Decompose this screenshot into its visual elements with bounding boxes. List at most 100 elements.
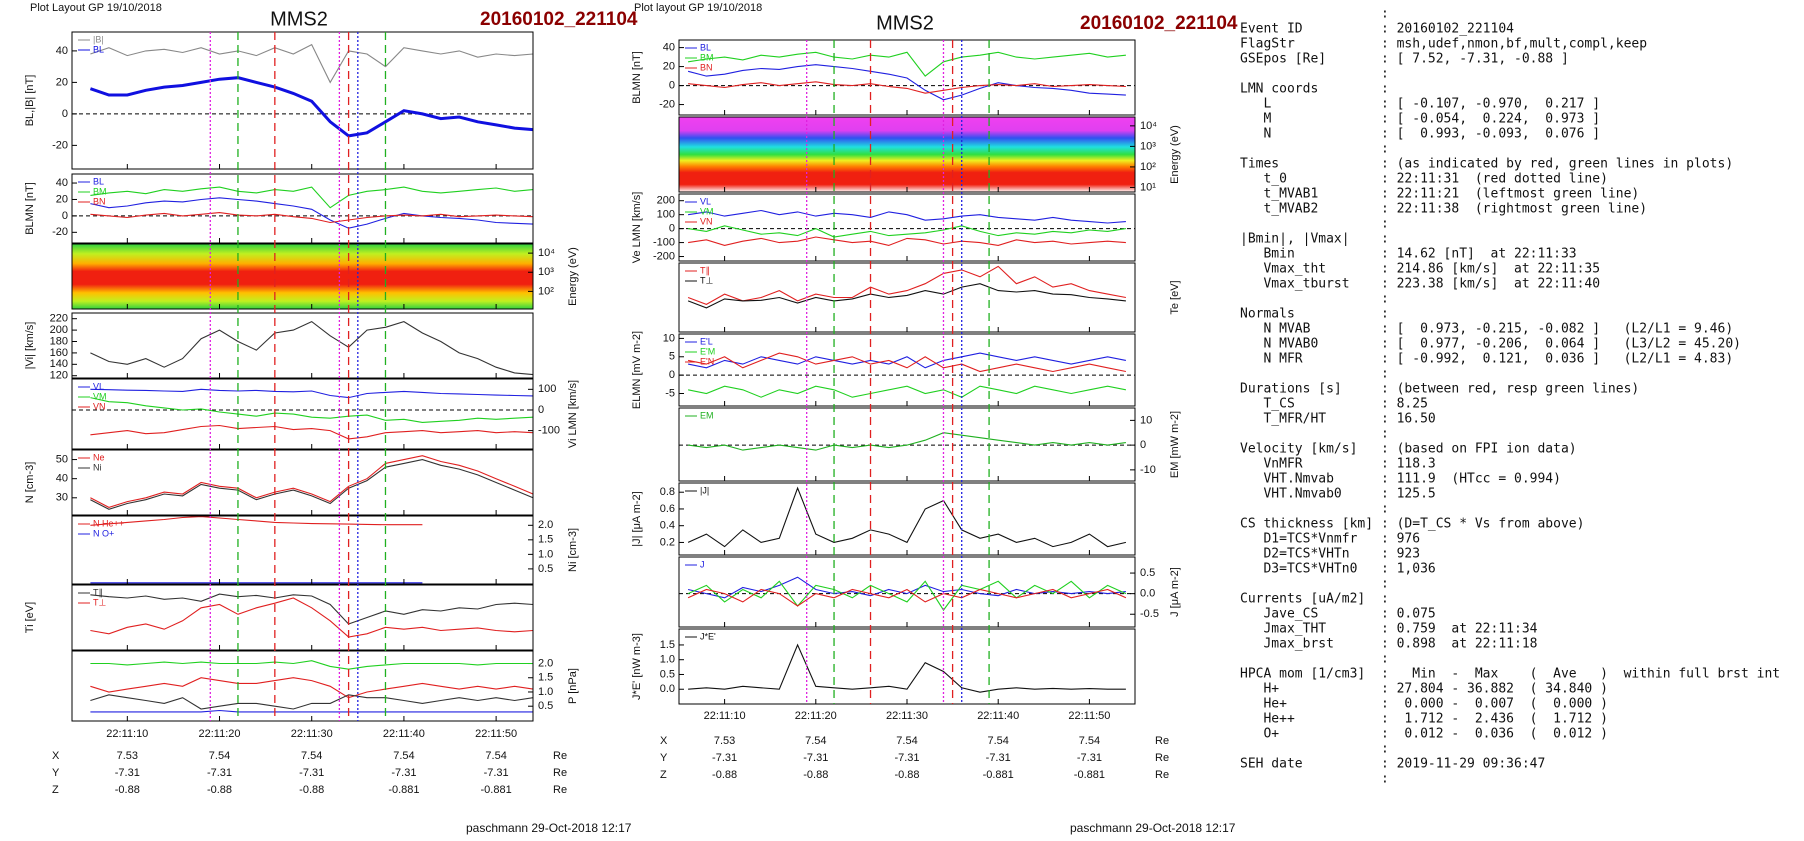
- legend-label: Ni: [93, 462, 102, 472]
- info-key: D2=TCS*VHTn: [1263, 547, 1349, 562]
- y-tick-label: 180: [50, 335, 68, 347]
- ephemeris-value: -7.31: [484, 767, 509, 779]
- info-key: Jmax_THT: [1263, 622, 1326, 637]
- y-tick-label: 0.8: [660, 486, 675, 498]
- y-axis-label: N [cm-3]: [24, 462, 36, 504]
- separator: :: [1381, 367, 1389, 382]
- info-key: N MVAB0: [1263, 337, 1318, 352]
- separator: :: [1381, 442, 1389, 457]
- data-line: [688, 236, 1126, 246]
- data-line: [90, 388, 534, 399]
- panel-frame: [71, 243, 534, 310]
- y-tick-label: 0: [1140, 439, 1146, 451]
- panel-frame: [71, 31, 534, 170]
- y-tick-label: 30: [56, 492, 68, 504]
- info-value: 223.38 [km/s] at 22:11:40: [1397, 277, 1601, 292]
- ephemeris-value: -0.88: [207, 784, 232, 796]
- panel-frame: [678, 39, 1136, 116]
- plot-title: MMS2: [270, 8, 328, 30]
- ephemeris-unit: Re: [1155, 735, 1169, 747]
- y-tick-label: 40: [56, 177, 68, 189]
- y-tick-label: 40: [56, 45, 68, 57]
- info-value: 22:11:21 (leftmost green line): [1397, 187, 1640, 202]
- info-value: 111.9 (HTcc = 0.994): [1397, 472, 1561, 487]
- y-tick-label: 10⁴: [538, 247, 555, 259]
- y-axis-label: Te [eV]: [1169, 280, 1181, 314]
- spectrogram: [679, 117, 1135, 192]
- info-value: [ 0.973, -0.215, -0.082 ] (L2/L1 = 9.46): [1397, 322, 1734, 337]
- info-key: VHT.Nmvab0: [1263, 487, 1341, 502]
- info-key: T_MFR/HT: [1263, 412, 1326, 427]
- y-tick-label: 100: [657, 209, 675, 221]
- info-key: Normals: [1240, 307, 1295, 322]
- info-key: LMN coords: [1240, 82, 1318, 97]
- data-line: [90, 593, 534, 625]
- separator: :: [1381, 472, 1389, 487]
- y-tick-label: -20: [52, 139, 68, 151]
- info-value: 0.012 - 0.036 ( 0.012 ): [1397, 727, 1608, 742]
- info-key: Vmax_tburst: [1263, 277, 1349, 292]
- ephemeris-value: -7.31: [803, 752, 828, 764]
- data-line: [90, 709, 533, 713]
- separator: :: [1381, 592, 1389, 607]
- data-line: [687, 265, 1127, 306]
- separator: :: [1381, 172, 1389, 187]
- ephemeris-value: 7.53: [117, 750, 138, 762]
- ephemeris-unit: Re: [1155, 769, 1169, 781]
- y-tick-label: -200: [653, 250, 675, 262]
- y-axis-label: BL,|B| [nT]: [24, 75, 36, 127]
- panel-frame: [678, 628, 1136, 705]
- y-tick-label: -20: [52, 226, 68, 238]
- info-key: t_0: [1263, 172, 1286, 187]
- y-tick-label: 10²: [1140, 161, 1156, 173]
- event-id: 20160102_221104: [1080, 13, 1238, 34]
- info-key: Durations [s]: [1240, 382, 1342, 397]
- ephemeris-value: 7.54: [896, 735, 917, 747]
- separator: :: [1381, 607, 1389, 622]
- legend-label: E'N: [700, 356, 714, 366]
- y-tick-label: 0.5: [1140, 567, 1155, 579]
- info-value: 923: [1397, 547, 1420, 562]
- y-tick-label: 20: [56, 193, 68, 205]
- x-tick-label: 22:11:30: [291, 728, 333, 740]
- info-key: GSEpos [Re]: [1240, 52, 1326, 67]
- info-key: T_CS: [1263, 397, 1294, 412]
- info-value: (between red, resp green lines): [1397, 382, 1640, 397]
- y-tick-label: 10: [663, 332, 675, 344]
- legend-label: BL: [700, 42, 711, 52]
- y-tick-label: -100: [538, 425, 560, 437]
- separator: :: [1381, 52, 1389, 67]
- ephemeris-unit: Re: [553, 784, 567, 796]
- info-value: Min - Max ( Ave ) within full brst int: [1397, 667, 1781, 682]
- y-tick-label: 220: [50, 313, 68, 325]
- info-value: 0.898 at 22:11:18: [1397, 637, 1538, 652]
- ephemeris-value: -0.881: [481, 784, 512, 796]
- legend-label: E'M: [700, 346, 715, 356]
- y-tick-label: 1.5: [538, 534, 553, 546]
- y-tick-label: -5: [665, 387, 675, 399]
- data-line: [90, 660, 533, 670]
- data-line: [90, 516, 423, 526]
- y-tick-label: 0.5: [538, 700, 553, 712]
- info-key: Currents [uA/m2]: [1240, 592, 1365, 607]
- ephemeris-value: -7.31: [712, 752, 737, 764]
- data-line: [90, 455, 534, 508]
- legend-label: VN: [93, 401, 106, 411]
- info-key: H+: [1263, 682, 1279, 697]
- y-tick-label: -0.5: [1140, 608, 1159, 620]
- separator: :: [1381, 487, 1389, 502]
- y-axis-label: J [μA m-2]: [1169, 567, 1181, 617]
- footer: paschmann 29-Oct-2018 12:17: [466, 821, 632, 835]
- separator: :: [1381, 742, 1389, 757]
- info-key: Times: [1240, 157, 1279, 172]
- panel-frame: [678, 556, 1136, 628]
- separator: :: [1381, 547, 1389, 562]
- legend-label: T⊥: [700, 275, 713, 285]
- y-axis-label: Vi LMN [km/s]: [567, 380, 579, 448]
- y-tick-label: 50: [56, 453, 68, 465]
- data-line: [688, 51, 1126, 77]
- info-value: [ -0.054, 0.224, 0.973 ]: [1397, 112, 1601, 127]
- x-tick-label: 22:11:20: [795, 710, 837, 722]
- info-value: 22:11:31 (red dotted line): [1397, 172, 1608, 187]
